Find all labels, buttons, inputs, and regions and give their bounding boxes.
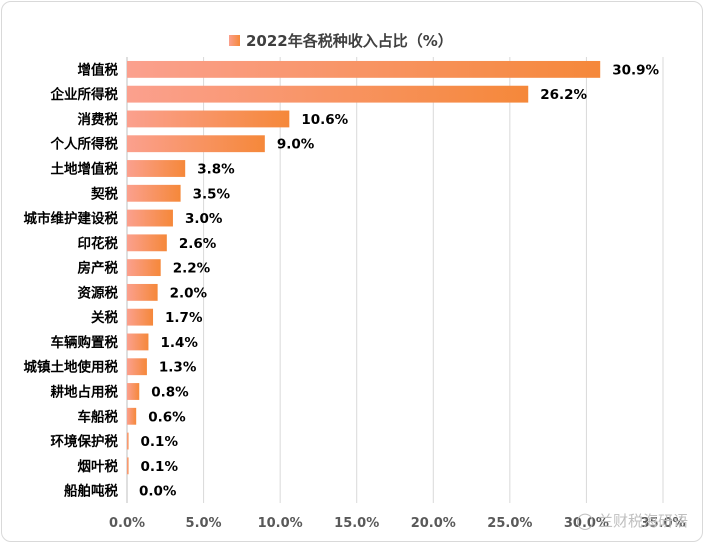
wechat-icon: ◯ — [576, 511, 594, 530]
category-label: 车辆购置税 — [51, 334, 119, 351]
category-label: 车船税 — [78, 408, 119, 425]
value-label: 1.3% — [159, 360, 197, 376]
category-label: 土地增值税 — [51, 161, 119, 178]
bar — [127, 209, 173, 227]
category-label: 房产税 — [78, 260, 119, 277]
category-label: 城市维护建设税 — [24, 210, 119, 227]
value-label: 1.7% — [165, 310, 203, 326]
bar — [127, 60, 601, 78]
x-tick-label: 10.0% — [258, 516, 303, 531]
value-label: 9.0% — [277, 137, 315, 153]
bar — [127, 333, 149, 351]
legend: 2022年各税种收入占比（%） — [229, 32, 453, 50]
bar — [127, 308, 154, 326]
watermark: ◯ 兰财税海研语 — [576, 510, 688, 531]
category-label: 耕地占用税 — [51, 384, 119, 401]
category-label: 企业所得税 — [50, 86, 119, 103]
category-label: 资源税 — [78, 284, 119, 301]
bar — [127, 283, 158, 301]
category-label: 关税 — [91, 309, 118, 326]
value-label: 3.0% — [185, 211, 223, 227]
x-tick-label: 30.0% — [564, 516, 609, 531]
value-label: 1.4% — [160, 335, 198, 351]
bar — [127, 135, 265, 153]
value-label: 0.1% — [141, 434, 179, 450]
x-tick-label: 0.0% — [109, 516, 145, 531]
value-label: 2.0% — [170, 285, 208, 301]
legend-swatch — [229, 35, 240, 46]
bar — [127, 383, 140, 400]
value-label: 3.8% — [197, 162, 235, 178]
watermark-text: 兰财税海研语 — [597, 512, 688, 530]
value-labels: 30.9% 26.2% 10.6% 9.0% 3.8% 3.5% 3.0% 2.6% 2.2% 2… — [139, 62, 660, 499]
value-label: 0.0% — [139, 484, 177, 500]
category-label: 增值税 — [78, 61, 119, 78]
category-label: 烟叶税 — [78, 458, 119, 475]
value-label: 0.8% — [151, 385, 189, 401]
bar — [127, 85, 529, 103]
category-labels: 增值税企业所得税消费税个人所得税土地增值税契税城市维护建设税印花税房产税资源税关… — [24, 61, 119, 499]
x-tick-label: 15.0% — [334, 516, 379, 531]
bar — [127, 259, 161, 277]
bars — [127, 60, 601, 475]
value-label: 0.6% — [148, 409, 186, 425]
bar — [127, 184, 181, 202]
category-label: 消费税 — [78, 111, 119, 128]
bar — [127, 432, 129, 450]
value-label: 2.6% — [179, 236, 217, 252]
legend-label: 2022年各税种收入占比（%） — [246, 32, 453, 50]
value-label: 0.1% — [141, 459, 179, 475]
bar — [127, 110, 290, 128]
x-tick-label: 35.0% — [640, 516, 685, 531]
category-label: 船舶吨税 — [64, 483, 118, 500]
category-label: 契税 — [90, 185, 118, 202]
gridlines — [126, 57, 664, 503]
x-tick-label: 25.0% — [487, 516, 532, 531]
x-axis-ticks: 0.0% 5.0% 10.0% 15.0% 20.0% 25.0% 30.0% 35.0% — [109, 516, 686, 531]
value-label: 3.5% — [193, 186, 231, 202]
value-label: 2.2% — [173, 261, 211, 277]
value-label: 26.2% — [540, 87, 587, 103]
bar — [127, 160, 186, 177]
value-label: 10.6% — [301, 112, 348, 128]
category-label: 城镇土地使用税 — [24, 359, 119, 376]
category-label: 个人所得税 — [50, 136, 119, 153]
category-label: 印花税 — [78, 235, 119, 252]
x-tick-label: 5.0% — [186, 516, 222, 531]
x-tick-label: 20.0% — [411, 516, 456, 531]
bar — [127, 234, 167, 252]
bar — [127, 358, 147, 376]
category-label: 环境保护税 — [51, 433, 119, 450]
bar — [127, 407, 137, 425]
bar — [127, 457, 129, 475]
value-label: 30.9% — [612, 62, 659, 78]
